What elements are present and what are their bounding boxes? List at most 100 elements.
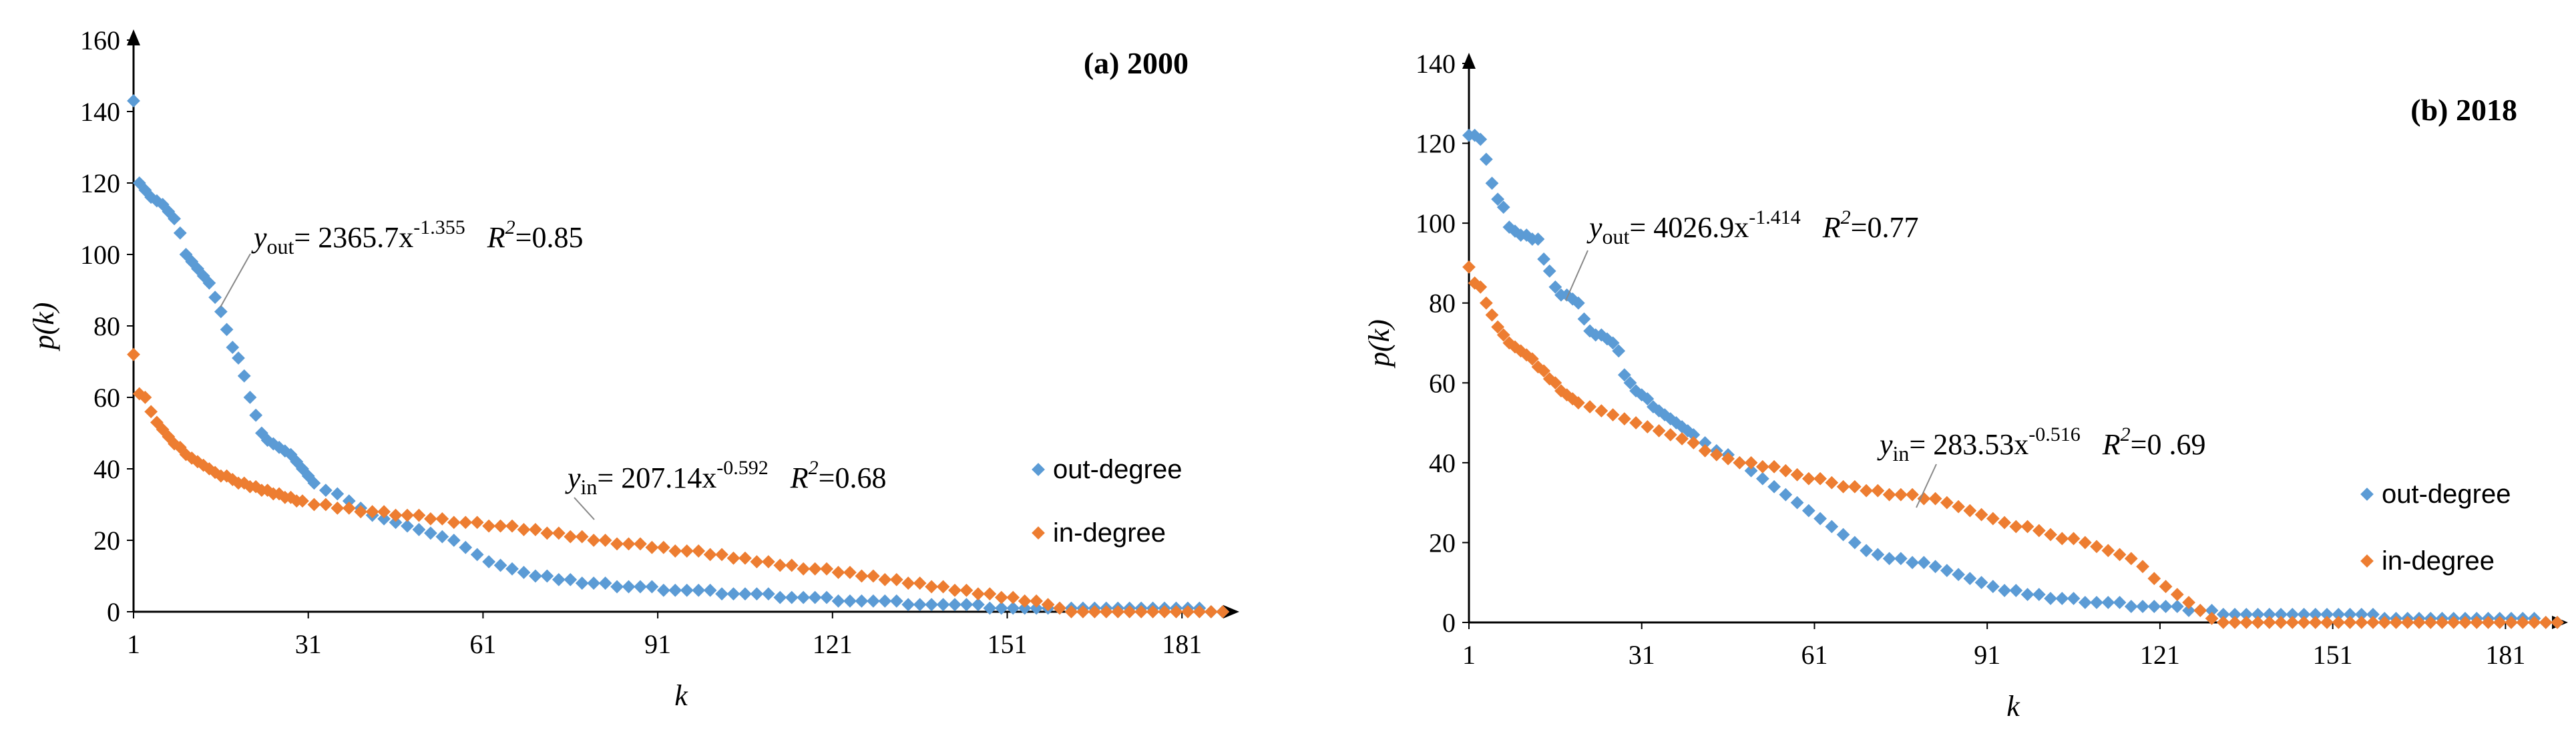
y-tick-label: 80 (1429, 289, 1456, 319)
data-point (1779, 463, 1793, 478)
data-point (598, 576, 612, 590)
data-point (2205, 612, 2219, 625)
data-point (901, 576, 915, 590)
data-point (855, 569, 869, 583)
equation-coef: 4026.9x (1653, 211, 1749, 244)
data-point (1111, 605, 1125, 618)
data-point (831, 594, 845, 608)
data-point (2493, 616, 2507, 629)
data-point (1836, 480, 1850, 494)
data-point (2101, 596, 2115, 610)
data-point (2113, 548, 2127, 562)
data-point (1479, 152, 1493, 166)
x-tick-label: 181 (1162, 629, 1202, 659)
data-point (459, 540, 473, 554)
data-point (2470, 616, 2484, 629)
data-point (855, 594, 869, 608)
data-point (2216, 616, 2230, 629)
data-point (505, 519, 519, 533)
legend-marker (1032, 463, 1045, 476)
data-point (738, 587, 752, 601)
data-point (2124, 600, 2138, 613)
x-tick-label: 121 (813, 629, 853, 659)
equation-y-var: y (565, 461, 581, 494)
data-point (715, 548, 728, 562)
data-point (889, 594, 903, 608)
data-point (1064, 605, 1078, 618)
data-point (925, 598, 939, 612)
data-point (2101, 544, 2115, 558)
data-point (797, 562, 811, 576)
data-point (820, 590, 833, 604)
y-tick-label: 100 (1416, 208, 1456, 238)
data-point (1733, 455, 1747, 469)
data-point (901, 598, 915, 612)
data-point (2239, 616, 2253, 629)
data-point (1779, 488, 1793, 502)
data-point (447, 516, 461, 530)
data-point (1986, 512, 2000, 526)
data-point (2193, 604, 2207, 617)
chart-panel-b: 0 20 40 60 80 100 120 140 1 31 61 91 121 151 181 k p(k) (… (1363, 49, 2568, 723)
y-tick-label: 60 (1429, 368, 1456, 398)
trend-equation-out-degree: yout= 4026.9x-1.414 R2=0.77 (1565, 206, 1918, 301)
data-point (738, 551, 752, 565)
data-point (2274, 616, 2288, 629)
data-point (2412, 616, 2426, 629)
data-point (127, 347, 140, 361)
data-point (2136, 560, 2149, 574)
data-point (971, 587, 985, 601)
data-point (1894, 552, 1908, 566)
data-point (2067, 532, 2081, 546)
data-point (1030, 601, 1044, 615)
legend-label: in-degree (2382, 546, 2495, 576)
panel-title: (b) 2018 (2410, 93, 2517, 127)
data-point (610, 537, 624, 551)
data-point (470, 548, 484, 562)
data-point (447, 534, 461, 547)
equation-r2-value: =0 .69 (2131, 428, 2206, 461)
data-point (1146, 605, 1160, 618)
data-point (2032, 524, 2046, 538)
y-tick-label: 0 (1442, 608, 1456, 638)
data-point (1940, 564, 1954, 578)
data-point (249, 408, 263, 422)
data-point (1709, 448, 1723, 461)
data-point (1755, 459, 1769, 474)
data-point (959, 584, 974, 597)
x-tick-label: 121 (2140, 640, 2180, 670)
data-point (2458, 616, 2472, 629)
data-point (1099, 605, 1113, 618)
equation-leader-line (1916, 463, 1937, 508)
data-point (1698, 444, 1712, 457)
legend: out-degree in-degree (2360, 480, 2511, 576)
data-point (127, 94, 140, 108)
data-point (2274, 608, 2288, 621)
data-point (1479, 296, 1493, 310)
data-point (401, 519, 414, 533)
equation-y-sub: in (581, 475, 598, 499)
data-point (552, 526, 566, 540)
x-tick-label: 61 (1801, 640, 1828, 670)
series-in-degree (127, 347, 1230, 618)
data-point (2251, 608, 2265, 621)
data-point (785, 558, 799, 572)
data-point (1169, 605, 1183, 618)
equation-exp: -0.592 (716, 457, 769, 479)
data-point (913, 576, 927, 590)
data-point (1542, 264, 1556, 278)
legend-marker (1032, 526, 1045, 540)
data-point (1158, 605, 1171, 618)
data-point (2147, 600, 2161, 613)
data-point (2435, 616, 2449, 629)
data-point (656, 540, 670, 554)
data-point (1612, 344, 1626, 358)
equation-sep (465, 221, 487, 254)
y-tick-label: 160 (80, 25, 120, 55)
data-point (1963, 504, 1977, 518)
data-point (948, 584, 961, 597)
data-point (2297, 616, 2311, 629)
data-point (2113, 596, 2127, 610)
data-point (2297, 608, 2311, 621)
legend-label: in-degree (1053, 518, 1166, 548)
